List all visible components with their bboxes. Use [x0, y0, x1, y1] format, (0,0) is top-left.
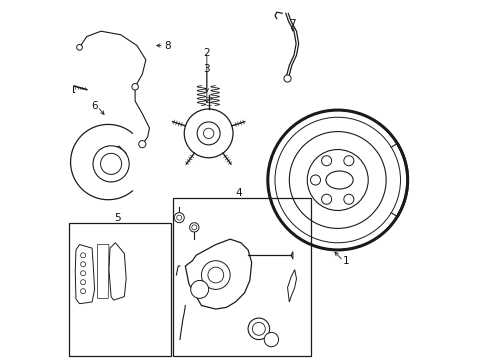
Polygon shape — [101, 146, 128, 180]
Circle shape — [93, 146, 129, 182]
Polygon shape — [97, 244, 109, 298]
Circle shape — [81, 271, 85, 276]
Polygon shape — [109, 243, 126, 300]
Circle shape — [201, 261, 230, 289]
Circle shape — [176, 215, 182, 220]
Circle shape — [284, 75, 290, 82]
Circle shape — [197, 122, 220, 145]
Circle shape — [81, 280, 85, 285]
Circle shape — [343, 194, 353, 204]
Circle shape — [274, 117, 400, 243]
Circle shape — [189, 223, 199, 232]
Circle shape — [289, 132, 386, 228]
Circle shape — [81, 262, 85, 267]
Circle shape — [174, 213, 184, 223]
Bar — [172, 198, 310, 356]
Circle shape — [321, 194, 331, 204]
Circle shape — [207, 267, 223, 283]
Circle shape — [203, 128, 213, 139]
Circle shape — [139, 140, 145, 148]
Text: 2: 2 — [203, 48, 210, 58]
Ellipse shape — [325, 171, 352, 189]
Text: 8: 8 — [163, 41, 170, 50]
Circle shape — [191, 225, 196, 230]
Circle shape — [184, 109, 233, 158]
Circle shape — [343, 156, 353, 166]
Polygon shape — [185, 239, 251, 309]
Circle shape — [101, 153, 122, 174]
Text: 6: 6 — [91, 102, 97, 112]
Text: 7: 7 — [289, 19, 296, 29]
Text: 1: 1 — [343, 256, 349, 266]
Circle shape — [132, 84, 138, 90]
Circle shape — [306, 149, 367, 211]
Text: 3: 3 — [203, 64, 210, 74]
Circle shape — [310, 175, 320, 185]
Circle shape — [252, 322, 265, 335]
Polygon shape — [75, 244, 94, 304]
Circle shape — [81, 289, 85, 294]
Circle shape — [77, 44, 82, 50]
Polygon shape — [287, 270, 296, 302]
Circle shape — [81, 253, 85, 258]
Text: 4: 4 — [235, 188, 242, 198]
Text: 5: 5 — [114, 213, 120, 222]
Circle shape — [190, 280, 208, 298]
Circle shape — [321, 156, 331, 166]
Circle shape — [267, 110, 407, 250]
Bar — [69, 223, 171, 356]
Circle shape — [247, 318, 269, 339]
Circle shape — [264, 332, 278, 347]
